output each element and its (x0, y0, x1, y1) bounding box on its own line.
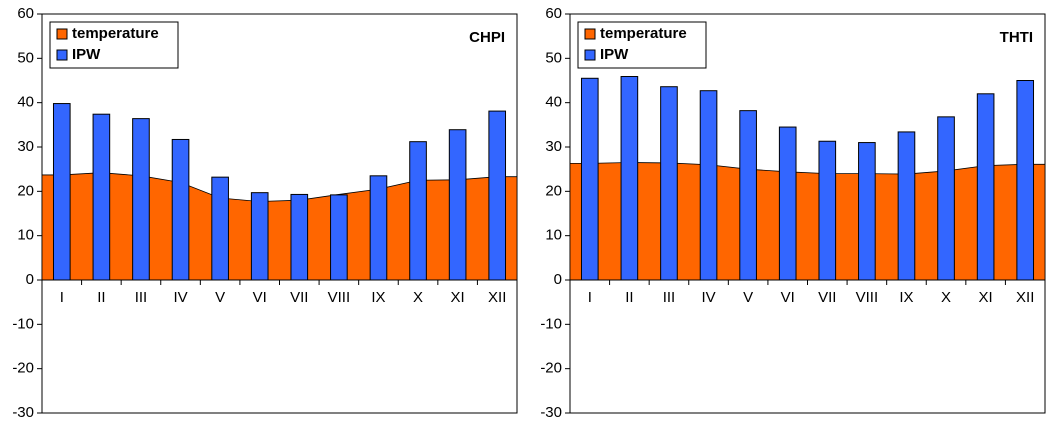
y-tick-label: 30 (17, 138, 34, 155)
bar (52, 103, 71, 281)
legend-box (577, 21, 707, 69)
y-tick-label: 50 (17, 49, 34, 66)
y-tick-label: -10 (540, 315, 562, 332)
x-tick-label: XII (1016, 289, 1034, 306)
x-tick-label: II (97, 289, 105, 306)
x-tick-label: V (215, 289, 225, 306)
legend-swatch (56, 28, 68, 40)
bar (660, 86, 678, 281)
legend-label: temperature (72, 25, 159, 42)
y-tick-label: 40 (17, 94, 34, 111)
bar (778, 126, 797, 281)
y-tick-label: -30 (12, 404, 34, 421)
y-tick-label: 0 (554, 271, 562, 288)
bar (171, 138, 190, 281)
bar (580, 77, 599, 281)
x-tick-label: VI (781, 289, 795, 306)
y-tick-label: 40 (545, 94, 562, 111)
legend-label: IPW (600, 46, 629, 63)
x-tick-label: I (588, 289, 592, 306)
y-tick-label: -20 (540, 360, 562, 377)
area (569, 162, 1046, 281)
bar (620, 76, 639, 281)
legend-swatch (56, 49, 68, 61)
bar (250, 192, 269, 281)
y-tick-label: 10 (17, 227, 34, 244)
legend-label: temperature (600, 25, 687, 42)
legend-box (49, 21, 179, 69)
y-tick-label: 60 (545, 5, 562, 22)
x-tick-label: IX (899, 289, 913, 306)
x-tick-label: V (743, 289, 753, 306)
x-tick-label: I (60, 289, 64, 306)
bar (369, 175, 388, 281)
bar (976, 93, 995, 281)
bar (409, 141, 427, 281)
bar (448, 129, 467, 281)
legend-swatch (584, 49, 596, 61)
x-tick-label: VI (253, 289, 267, 306)
legend-swatch (584, 28, 596, 40)
x-tick-label: IV (173, 289, 187, 306)
bar (897, 131, 916, 281)
y-tick-label: 0 (26, 271, 34, 288)
x-tick-label: XI (451, 289, 465, 306)
chart-title: CHPI (469, 29, 505, 46)
x-tick-label: X (413, 289, 423, 306)
x-tick-label: VIII (328, 289, 351, 306)
x-tick-label: VII (818, 289, 836, 306)
x-tick-label: III (663, 289, 676, 306)
bar (937, 116, 955, 281)
bar (132, 118, 150, 281)
bar (739, 110, 757, 281)
y-tick-label: 10 (545, 227, 562, 244)
x-tick-label: IV (701, 289, 715, 306)
x-tick-label: VIII (856, 289, 879, 306)
legend-label: IPW (72, 46, 101, 63)
y-tick-label: 50 (545, 49, 562, 66)
bar (1016, 80, 1035, 281)
y-tick-label: -20 (12, 360, 34, 377)
x-tick-label: X (941, 289, 951, 306)
bar (858, 142, 876, 281)
bar (92, 113, 111, 281)
bar (488, 110, 507, 281)
y-tick-label: -10 (12, 315, 34, 332)
bar (211, 176, 229, 281)
x-tick-label: XII (488, 289, 506, 306)
bar (699, 90, 718, 281)
y-tick-label: 20 (545, 182, 562, 199)
bar (290, 193, 309, 281)
bar (330, 194, 348, 281)
chart-title: THTI (1000, 29, 1033, 46)
x-tick-label: VII (290, 289, 308, 306)
x-tick-label: III (135, 289, 148, 306)
y-tick-label: -30 (540, 404, 562, 421)
y-tick-label: 30 (545, 138, 562, 155)
y-tick-label: 60 (17, 5, 34, 22)
x-tick-label: II (625, 289, 633, 306)
x-tick-label: XI (979, 289, 993, 306)
x-tick-label: IX (371, 289, 385, 306)
y-tick-label: 20 (17, 182, 34, 199)
bar (818, 140, 837, 281)
